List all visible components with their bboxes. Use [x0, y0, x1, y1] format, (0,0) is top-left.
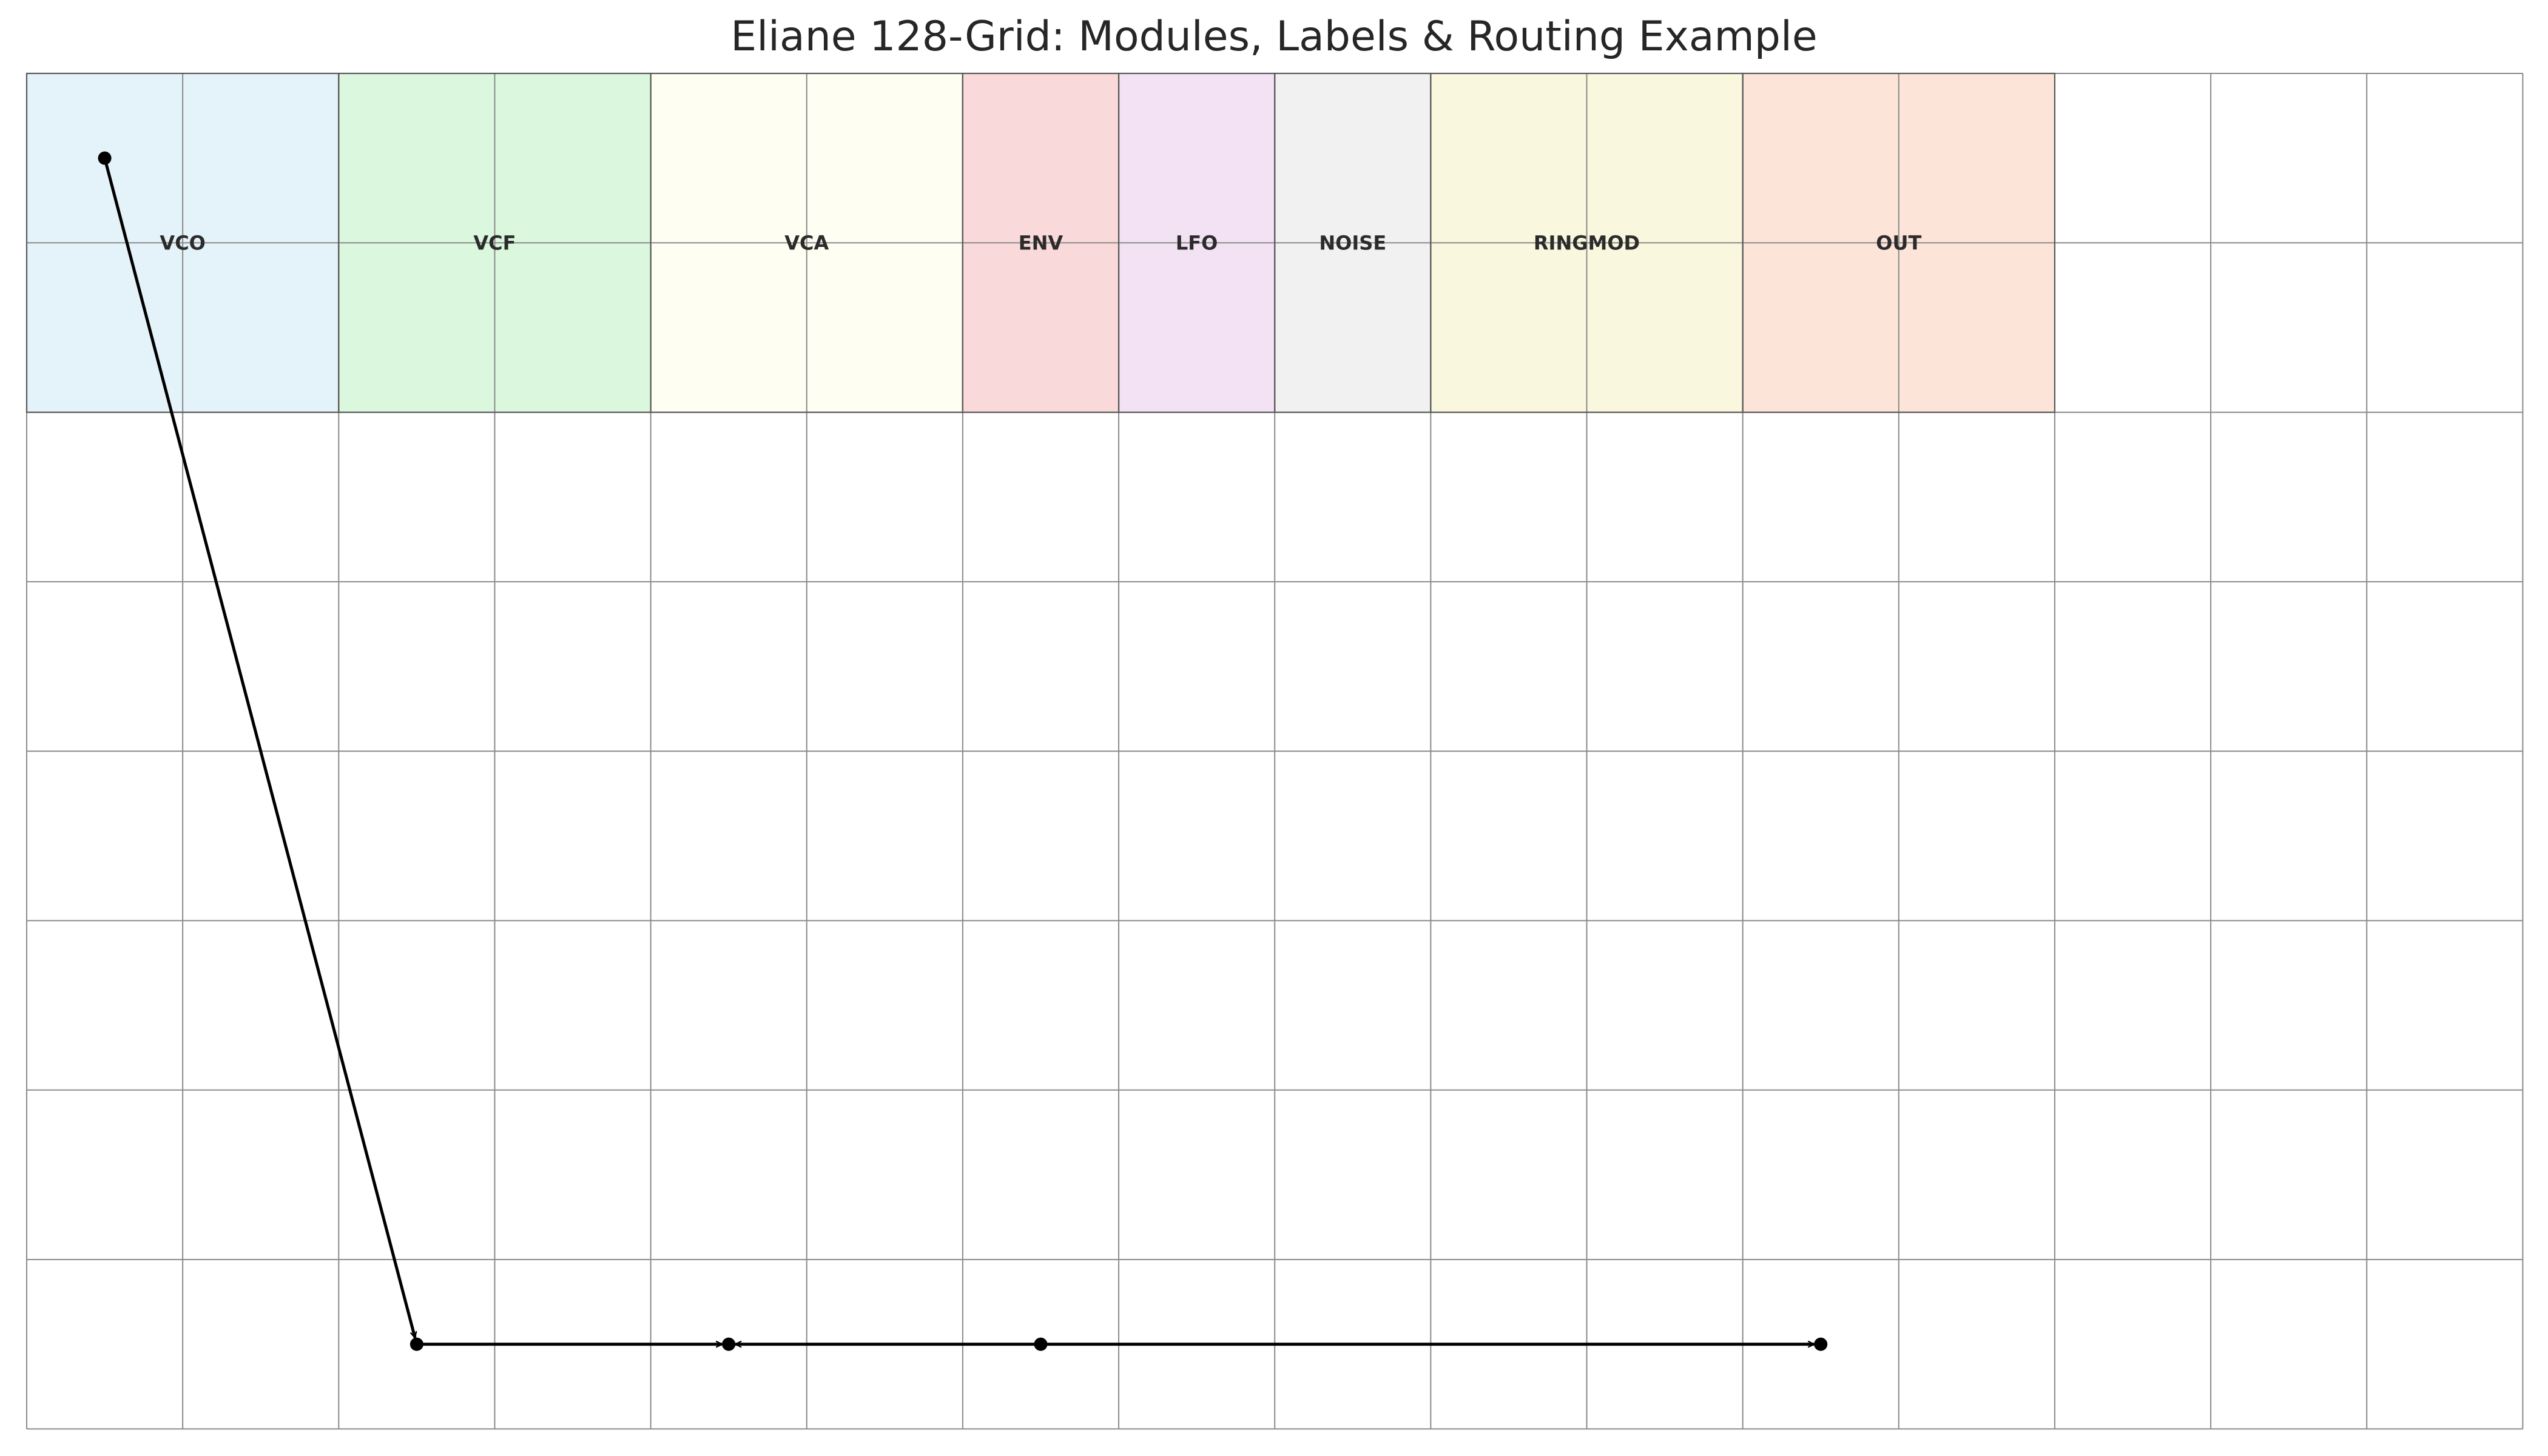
- diagram-title: Eliane 128-Grid: Modules, Labels & Routi…: [730, 13, 1818, 61]
- module-border-out: [1742, 72, 2056, 413]
- grid-lines: [26, 73, 2524, 1430]
- cable-0: [103, 158, 416, 1338]
- module-label-env: ENV: [1019, 231, 1063, 254]
- jack-point: [1034, 1337, 1048, 1351]
- module-label-lfo: LFO: [1176, 231, 1218, 254]
- module-borders: [25, 72, 2056, 413]
- module-label-vcf: VCF: [473, 231, 516, 254]
- routing-cables: [98, 151, 1828, 1351]
- module-label-ringmod: RINGMOD: [1534, 231, 1640, 254]
- jack-point: [98, 151, 112, 165]
- module-labels: VCO VCF VCA ENV LFO NOISE RINGMOD OUT: [160, 231, 1921, 254]
- module-label-noise: NOISE: [1319, 231, 1386, 254]
- jack-point: [722, 1337, 736, 1351]
- jack-point: [410, 1337, 423, 1351]
- jack-point: [1814, 1337, 1828, 1351]
- module-label-vco: VCO: [160, 231, 205, 254]
- module-label-out: OUT: [1876, 231, 1921, 254]
- module-label-vca: VCA: [784, 231, 829, 254]
